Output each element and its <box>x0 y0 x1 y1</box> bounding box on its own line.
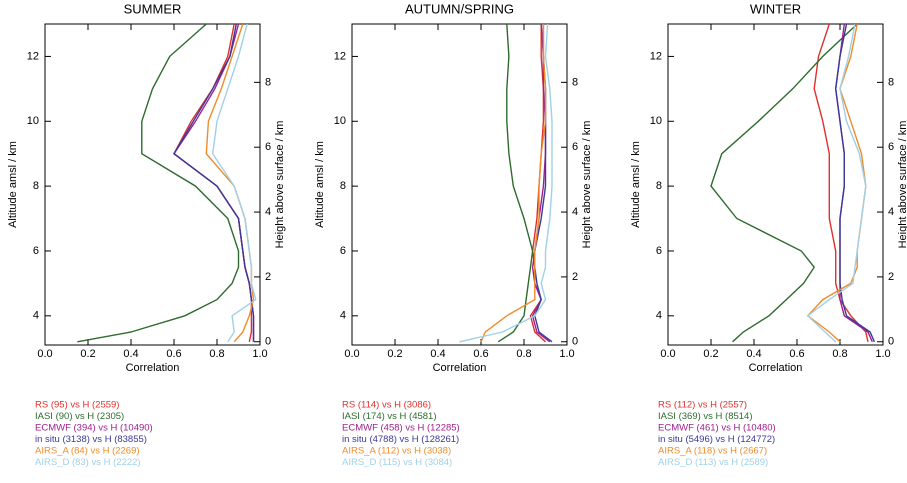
y2-tick-label: 8 <box>572 76 578 88</box>
y2-tick-label: 0 <box>888 336 894 348</box>
profile-line <box>813 24 869 342</box>
profile-line <box>459 24 553 343</box>
x-axis-label: Correlation <box>126 362 180 374</box>
x-axis-label: Correlation <box>749 362 803 374</box>
legend-entry: AIRS_D (115) vs H (3084) <box>342 457 452 468</box>
y-tick-label: 6 <box>340 245 346 257</box>
y2-axis-label: Height above surface / km <box>897 121 907 249</box>
legend-entry: RS (95) vs H (2559) <box>35 400 119 411</box>
y-tick-label: 10 <box>334 115 346 127</box>
x-tick-label: 0.2 <box>703 348 718 360</box>
x-tick-label: 1.0 <box>252 348 267 360</box>
y-tick-label: 6 <box>33 245 39 257</box>
x-tick-label: 0.8 <box>209 348 224 360</box>
profile-line <box>497 24 534 343</box>
x-tick-label: 0.8 <box>516 348 531 360</box>
legend-entry: IASI (174) vs H (4581) <box>342 411 437 422</box>
y-tick-label: 4 <box>340 310 346 322</box>
x-tick-label: 0.6 <box>473 348 488 360</box>
profile-line <box>710 24 858 343</box>
profile-line <box>211 24 257 343</box>
legend-entry: ECMWF (458) vs H (12285) <box>342 423 460 434</box>
x-tick-label: 0.2 <box>80 348 95 360</box>
profile-line <box>480 24 547 343</box>
x-tick-label: 0.6 <box>789 348 804 360</box>
y2-tick-label: 4 <box>888 206 894 218</box>
y2-tick-label: 2 <box>572 271 578 283</box>
plot-frame <box>351 23 568 346</box>
y2-axis-label: Height above surface / km <box>581 121 593 249</box>
legend-entry: IASI (369) vs H (8514) <box>658 411 753 422</box>
y-axis-label: Altitude amsl / km <box>630 141 642 228</box>
y-tick-label: 8 <box>340 180 346 192</box>
x-axis-label: Correlation <box>433 362 487 374</box>
y-tick-label: 12 <box>650 50 662 62</box>
legend-entry: AIRS_D (113) vs H (2589) <box>658 457 768 468</box>
y2-tick-label: 6 <box>888 141 894 153</box>
y-tick-label: 4 <box>656 310 662 322</box>
legend-entry: AIRS_A (118) vs H (2667) <box>658 446 767 457</box>
legend-entry: in situ (5496) vs H (124772) <box>658 434 775 445</box>
x-tick-label: 0.8 <box>832 348 847 360</box>
y-axis-label: Altitude amsl / km <box>314 141 326 228</box>
y2-tick-label: 6 <box>265 141 271 153</box>
x-tick-label: 0.6 <box>166 348 181 360</box>
panel-title: SUMMER <box>124 1 182 16</box>
x-tick-label: 0.0 <box>344 348 359 360</box>
profile-line <box>173 24 255 342</box>
legend-entry: AIRS_D (83) vs H (2222) <box>35 457 141 468</box>
legend-entry: IASI (90) vs H (2305) <box>35 411 124 422</box>
y2-tick-label: 0 <box>265 336 271 348</box>
y2-tick-label: 8 <box>888 76 894 88</box>
x-tick-label: 0.4 <box>430 348 445 360</box>
legend-entry: RS (112) vs H (2557) <box>658 400 747 411</box>
y-tick-label: 10 <box>650 115 662 127</box>
y-tick-label: 8 <box>33 180 39 192</box>
panel-title: WINTER <box>750 1 801 16</box>
y2-tick-label: 6 <box>572 141 578 153</box>
panel-title: AUTUMN/SPRING <box>405 1 514 16</box>
y2-tick-label: 2 <box>888 271 894 283</box>
y2-tick-label: 8 <box>265 76 271 88</box>
profile-line <box>806 24 867 343</box>
legend-entry: ECMWF (461) vs H (10480) <box>658 423 776 434</box>
x-tick-label: 0.2 <box>387 348 402 360</box>
y-axis-label: Altitude amsl / km <box>7 141 19 228</box>
y-tick-label: 6 <box>656 245 662 257</box>
y-tick-label: 4 <box>33 310 39 322</box>
y2-axis-label: Height above surface / km <box>274 121 286 249</box>
y2-tick-label: 4 <box>265 206 271 218</box>
legend-entry: AIRS_A (112) vs H (3038) <box>342 446 451 457</box>
plot-frame <box>44 23 261 346</box>
plot-frame <box>667 23 884 346</box>
legend-entry: RS (114) vs H (3086) <box>342 400 431 411</box>
x-tick-label: 0.0 <box>37 348 52 360</box>
y-tick-label: 12 <box>334 50 346 62</box>
y2-tick-label: 2 <box>265 271 271 283</box>
x-tick-label: 0.0 <box>660 348 675 360</box>
x-tick-label: 0.4 <box>123 348 138 360</box>
y-tick-label: 10 <box>27 115 39 127</box>
y2-tick-label: 0 <box>572 336 578 348</box>
legend-entry: ECMWF (394) vs H (10490) <box>35 423 153 434</box>
y-tick-label: 8 <box>656 180 662 192</box>
legend-entry: in situ (3138) vs H (83855) <box>35 434 147 445</box>
profile-line <box>77 24 240 343</box>
x-tick-label: 1.0 <box>875 348 890 360</box>
legend-entry: AIRS_A (84) vs H (2269) <box>35 446 140 457</box>
x-tick-label: 0.4 <box>746 348 761 360</box>
y-tick-label: 12 <box>27 50 39 62</box>
x-tick-label: 1.0 <box>559 348 574 360</box>
legend-entry: in situ (4788) vs H (128261) <box>342 434 459 445</box>
y2-tick-label: 4 <box>572 206 578 218</box>
profile-line <box>834 24 876 343</box>
